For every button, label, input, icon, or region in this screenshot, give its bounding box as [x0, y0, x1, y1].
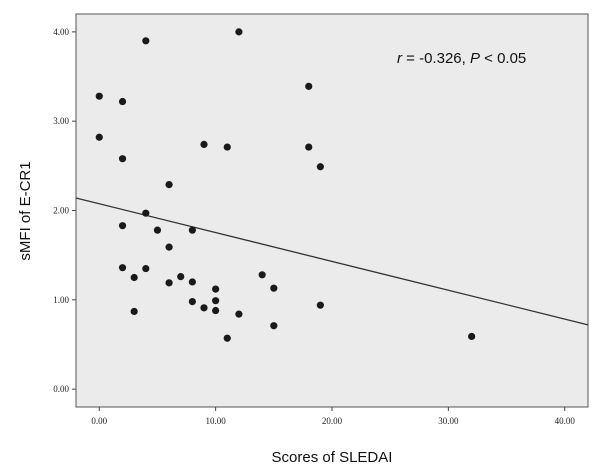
data-point	[142, 37, 150, 45]
p-symbol: P	[470, 50, 480, 67]
x-tick-label: 30.00	[438, 416, 459, 426]
r-symbol: r	[397, 50, 403, 67]
data-point	[200, 140, 208, 149]
data-point	[188, 298, 196, 306]
plot-area	[75, 13, 589, 408]
y-axis-title: sMFI of E-CR1	[17, 161, 34, 260]
data-point	[316, 163, 324, 171]
data-point	[212, 297, 220, 305]
data-point	[212, 306, 220, 315]
data-point	[165, 180, 173, 189]
data-points	[95, 28, 476, 342]
r-value: = -0.326,	[402, 50, 470, 67]
data-point	[118, 155, 127, 163]
data-point	[130, 273, 138, 282]
data-point	[305, 82, 313, 90]
x-axis: 0.00 10.00 20.00 30.00 40.00	[91, 407, 575, 426]
y-tick-label: 3.00	[53, 116, 69, 126]
y-tick-label: 1.00	[53, 295, 69, 305]
data-point	[188, 278, 196, 286]
x-tick-label: 40.00	[555, 416, 576, 426]
y-axis: 0.00 1.00 2.00 3.00 4.00	[53, 27, 76, 394]
data-point	[200, 304, 208, 312]
data-point	[142, 209, 150, 217]
data-point	[118, 222, 127, 230]
x-tick-label: 0.00	[91, 416, 107, 426]
y-tick-label: 2.00	[53, 206, 69, 216]
data-point	[165, 279, 173, 287]
data-point	[118, 264, 127, 272]
data-point	[235, 28, 243, 36]
data-point	[223, 143, 231, 151]
data-point	[258, 271, 266, 279]
data-point	[212, 285, 220, 293]
p-value: < 0.05	[480, 50, 526, 67]
y-tick-label: 0.00	[53, 384, 69, 394]
x-tick-label: 10.00	[206, 416, 227, 426]
data-point	[188, 226, 196, 234]
data-point	[223, 334, 231, 342]
x-axis-title: Scores of SLEDAI	[272, 449, 393, 466]
data-point	[270, 284, 278, 292]
correlation-annotation: r = -0.326, P < 0.05	[397, 50, 526, 67]
y-tick-label: 4.00	[53, 27, 69, 37]
data-point	[130, 307, 138, 316]
data-point	[95, 92, 103, 100]
data-point	[118, 97, 127, 106]
data-point	[316, 301, 324, 309]
data-point	[235, 310, 243, 318]
data-point	[165, 243, 173, 251]
regression-line	[75, 197, 589, 326]
data-point	[177, 272, 185, 281]
data-point	[95, 133, 103, 141]
data-point	[468, 332, 476, 341]
data-point	[270, 322, 278, 330]
data-point	[305, 143, 313, 151]
data-point	[153, 226, 162, 234]
data-point	[142, 264, 150, 273]
x-tick-label: 20.00	[322, 416, 343, 426]
